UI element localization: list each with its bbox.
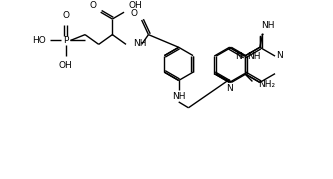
Text: NH: NH (247, 52, 261, 61)
Text: P: P (63, 36, 68, 45)
Text: N: N (226, 84, 233, 93)
Text: OH: OH (129, 1, 143, 10)
Text: N: N (235, 52, 242, 61)
Text: O: O (62, 11, 69, 20)
Text: NH: NH (172, 92, 185, 101)
Text: NH₂: NH₂ (258, 80, 275, 89)
Text: O: O (90, 1, 97, 10)
Text: OH: OH (59, 61, 72, 70)
Text: NH: NH (133, 39, 146, 48)
Text: HO: HO (32, 36, 46, 45)
Text: NH: NH (261, 21, 274, 30)
Text: O: O (131, 9, 138, 18)
Text: N: N (276, 51, 283, 60)
